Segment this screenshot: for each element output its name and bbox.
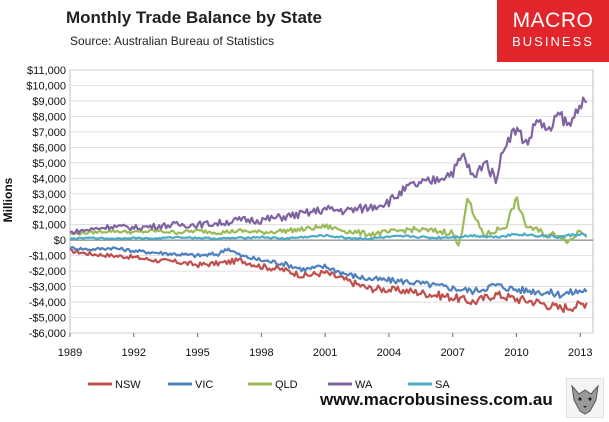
series-layer — [69, 96, 588, 314]
grid-layer — [69, 69, 594, 334]
logo-word-business: BUSINESS — [512, 34, 594, 49]
x-tick-label: 2007 — [440, 347, 464, 359]
legend-label-wa: WA — [355, 379, 373, 391]
wolf-logo-icon — [566, 378, 604, 418]
legend: NSW VIC QLD WA SA — [88, 379, 450, 391]
y-tick-label: $9,000 — [32, 96, 66, 108]
x-tick-label: 2010 — [504, 347, 528, 359]
y-tick-label: -$5,000 — [29, 313, 66, 325]
legend-label-sa: SA — [435, 379, 450, 391]
x-tick-label: 2013 — [568, 347, 592, 359]
y-tick-label: -$3,000 — [29, 282, 66, 294]
series-line-nsw — [69, 248, 588, 314]
y-tick-label: $3,000 — [32, 189, 66, 201]
series-line-sa — [69, 232, 587, 241]
y-tick-label: $0 — [54, 235, 66, 247]
y-tick-label: $4,000 — [32, 173, 66, 185]
macrobusiness-logo: MACRO BUSINESS — [497, 0, 609, 62]
x-tick-label: 1998 — [249, 347, 273, 359]
x-tick-label: 1995 — [185, 347, 209, 359]
y-tick-label: $6,000 — [32, 142, 66, 154]
y-tick-label: $7,000 — [32, 127, 66, 139]
y-tick-label: $10,000 — [26, 80, 66, 92]
legend-label-nsw: NSW — [115, 379, 141, 391]
x-tick-label: 2001 — [313, 347, 337, 359]
x-tick-label: 1989 — [58, 347, 82, 359]
y-tick-label: -$2,000 — [29, 266, 66, 278]
y-tick-label: -$4,000 — [29, 297, 66, 309]
legend-label-vic: VIC — [195, 379, 213, 391]
chart-subtitle: Source: Australian Bureau of Statistics — [70, 34, 275, 48]
series-line-wa — [69, 96, 588, 236]
series-line-vic — [69, 246, 588, 299]
axis-layer: $11,000 $10,000 $9,000 $8,000 $7,000 $6,000 $5… — [26, 65, 592, 359]
y-tick-label: $2,000 — [32, 204, 66, 216]
x-tick-label: 1992 — [122, 347, 146, 359]
y-axis-label: Millions — [1, 177, 15, 222]
y-tick-label: $1,000 — [32, 220, 66, 232]
y-tick-label: $8,000 — [32, 111, 66, 123]
chart-title: Monthly Trade Balance by State — [66, 8, 323, 27]
legend-label-qld: QLD — [275, 379, 298, 391]
y-tick-label: $11,000 — [27, 65, 66, 77]
x-tick-label: 2004 — [377, 347, 401, 359]
series-line-qld — [69, 196, 588, 247]
y-tick-label: -$1,000 — [29, 251, 66, 263]
y-tick-label: -$6,000 — [29, 328, 66, 340]
logo-word-macro: MACRO — [512, 9, 594, 32]
website-url[interactable]: www.macrobusiness.com.au — [320, 390, 553, 409]
y-tick-label: $5,000 — [32, 158, 66, 170]
